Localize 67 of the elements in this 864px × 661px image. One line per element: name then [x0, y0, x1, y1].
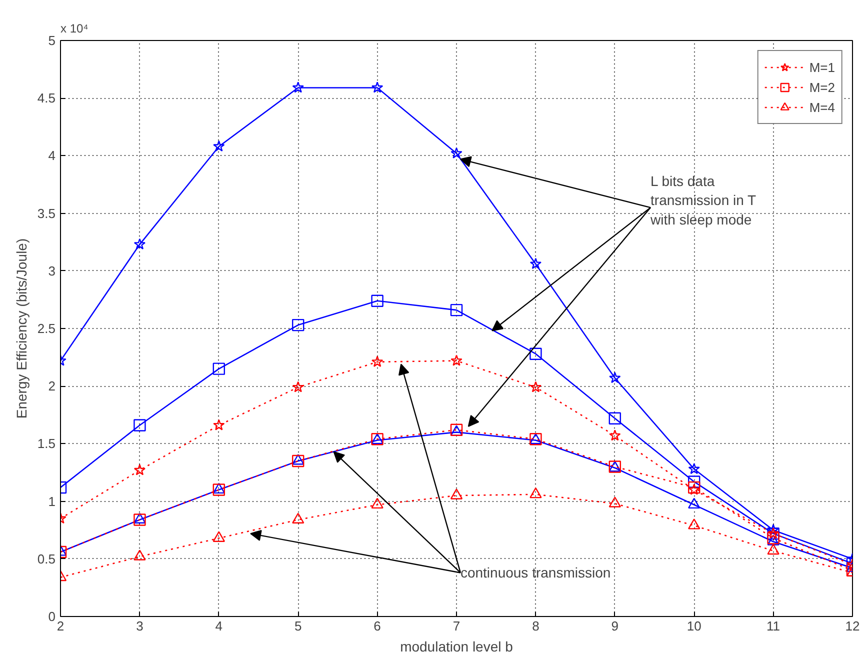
- y-tick-label: 1.5: [37, 436, 56, 452]
- y-axis-title: Energy Efficiency (bits/Joule): [13, 238, 30, 419]
- point: [371, 498, 384, 509]
- point: [530, 258, 542, 270]
- point: [767, 534, 780, 546]
- point: [688, 462, 700, 474]
- point: [530, 348, 542, 360]
- x-tick-label: 6: [374, 618, 381, 634]
- point: [609, 372, 621, 384]
- point: [450, 488, 463, 500]
- point: [134, 464, 146, 476]
- point: [134, 238, 146, 250]
- x-tick-label: 12: [845, 618, 860, 634]
- y-tick-label: 0.5: [37, 551, 56, 566]
- point: [213, 140, 225, 152]
- y-tick-label: 4: [48, 148, 56, 164]
- y-tick-label: 0: [48, 609, 56, 624]
- y-tick-label: 2.5: [37, 321, 56, 336]
- point: [609, 430, 621, 441]
- point: [530, 487, 542, 498]
- x-tick-label: 4: [215, 618, 223, 634]
- y-tick-label: 3: [48, 263, 56, 278]
- point: [767, 532, 780, 544]
- point: [688, 518, 700, 530]
- x-tick-label: 9: [611, 618, 619, 634]
- point: [371, 82, 384, 93]
- point: [292, 318, 304, 332]
- point: [530, 381, 542, 392]
- point: [134, 419, 146, 432]
- x-tick-label: 5: [294, 618, 302, 634]
- x-axis-title: modulation level b: [400, 638, 514, 654]
- point: [450, 147, 462, 158]
- point: [608, 412, 621, 424]
- y-tick-label: 5: [48, 33, 56, 48]
- x-tick-label: 11: [766, 618, 780, 634]
- legend-label: M=2: [809, 80, 835, 94]
- point: [371, 294, 384, 307]
- point: [608, 496, 621, 508]
- point: [688, 481, 700, 494]
- y-tick-label: 3.5: [37, 206, 56, 221]
- x-tick-label: 7: [452, 618, 460, 634]
- point: [688, 498, 700, 509]
- x-tick-label: 3: [136, 618, 144, 634]
- annotation: continuous transmission: [460, 564, 611, 581]
- point: [292, 454, 304, 465]
- x-tick-label: 8: [532, 618, 540, 634]
- legend-label: M=4: [809, 100, 835, 114]
- point: [213, 419, 225, 430]
- point: [292, 381, 304, 392]
- legend-label: M=1: [809, 60, 835, 74]
- point: [371, 356, 384, 367]
- point: [450, 354, 462, 366]
- point: [688, 484, 700, 495]
- y-tick-label: 1: [48, 494, 56, 509]
- point: [212, 531, 225, 542]
- point: [292, 512, 304, 524]
- x-tick-label: 10: [686, 618, 702, 634]
- point: [134, 550, 146, 560]
- y-tick-label: 2: [48, 378, 56, 394]
- annotation: L bits data transmission in T with sleep mode: [650, 172, 757, 228]
- point: [292, 454, 304, 468]
- point: [212, 362, 225, 375]
- point: [450, 304, 463, 316]
- point: [767, 544, 780, 555]
- y-tick-label: 4.5: [37, 90, 56, 106]
- point: [292, 82, 304, 93]
- text: x 10⁴: [60, 22, 88, 36]
